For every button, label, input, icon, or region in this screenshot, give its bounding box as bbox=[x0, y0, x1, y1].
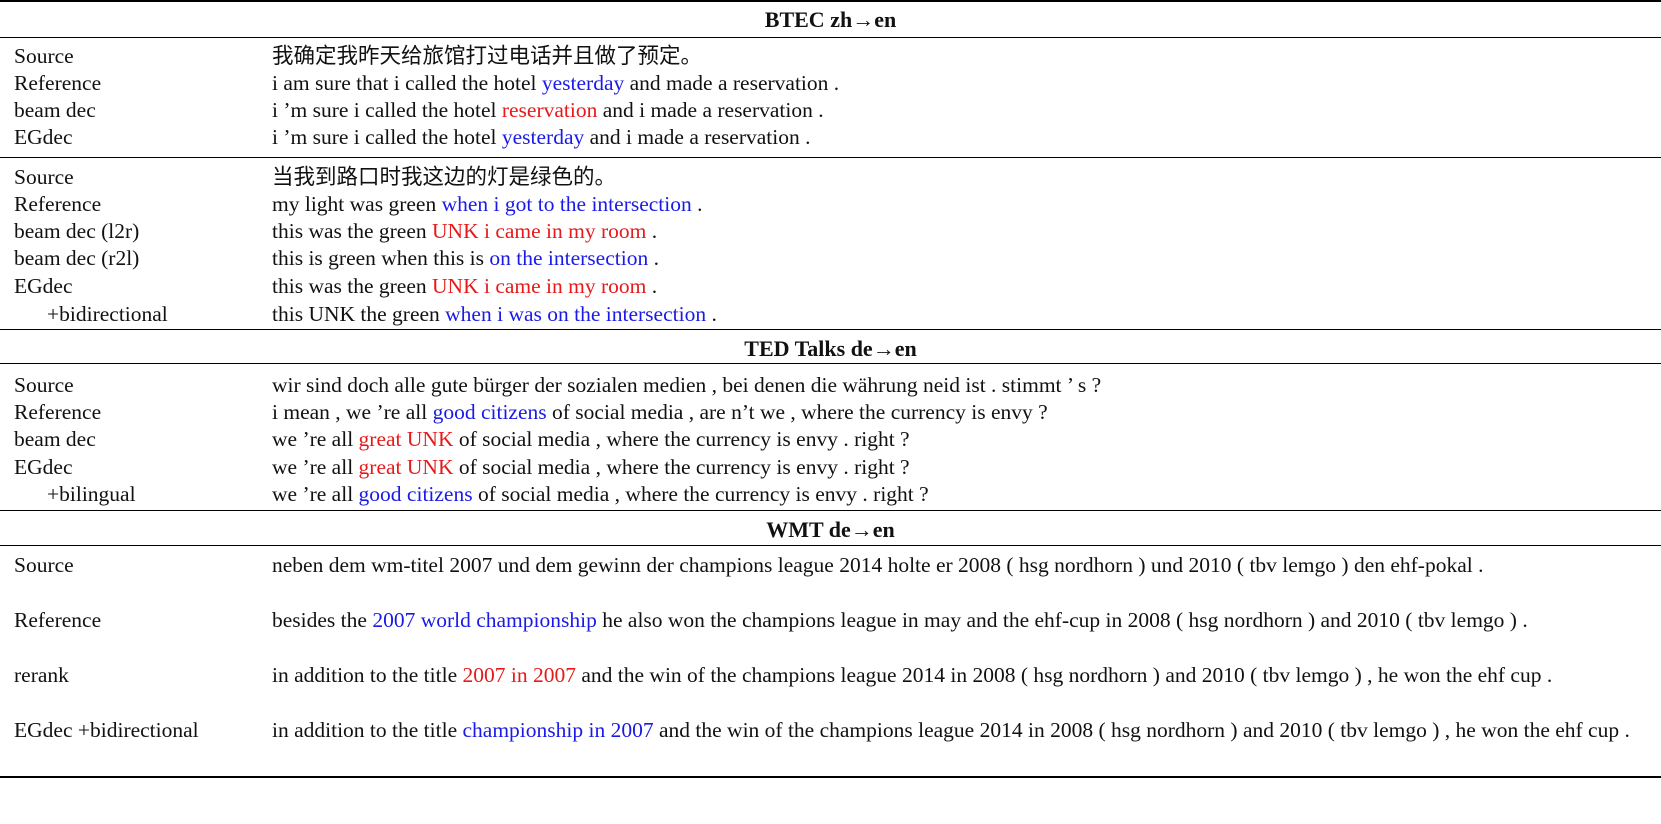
text-segment: this is green when this is bbox=[272, 246, 490, 270]
row-label: Source bbox=[14, 44, 74, 68]
text-segment: besides the bbox=[272, 608, 373, 632]
row-label: Reference bbox=[14, 71, 102, 95]
highlight-correct: yesterday bbox=[541, 71, 625, 95]
row-label: Reference bbox=[14, 400, 102, 424]
highlight-error: UNK i came in my room bbox=[432, 274, 647, 298]
row-label: EGdec bbox=[14, 455, 73, 479]
text-segment: . bbox=[691, 192, 703, 216]
text-segment: this UNK the green bbox=[272, 302, 446, 326]
highlight-correct: yesterday bbox=[501, 125, 585, 149]
text-segment: 我确定我昨天给旅馆打过电话并且做了预定。 bbox=[272, 44, 703, 68]
row-label: beam dec (r2l) bbox=[14, 246, 140, 270]
text-segment: . bbox=[706, 302, 717, 326]
text-segment: we ’re all bbox=[272, 455, 359, 479]
row-label: Source bbox=[14, 553, 74, 577]
row-label: +bidirectional bbox=[47, 302, 168, 326]
text-segment: he also won the champions league in may … bbox=[596, 608, 1528, 632]
text-segment: . bbox=[646, 274, 658, 298]
text-segment: we ’re all bbox=[272, 427, 359, 451]
row-label: Reference bbox=[14, 608, 102, 632]
text-segment: i mean , we ’re all bbox=[272, 400, 433, 424]
table-rule bbox=[0, 37, 1661, 38]
table-rule bbox=[0, 0, 1661, 2]
text-segment: i am sure that i called the hotel bbox=[272, 71, 542, 95]
row-label: Reference bbox=[14, 192, 102, 216]
text-segment: . bbox=[648, 246, 659, 270]
row-text: in addition to the title 2007 in 2007 an… bbox=[272, 661, 1648, 690]
row-label: beam dec (l2r) bbox=[14, 219, 140, 243]
text-segment: my light was green bbox=[272, 192, 442, 216]
text-segment: wir sind doch alle gute bürger der sozia… bbox=[272, 373, 1102, 397]
highlight-error: great UNK bbox=[358, 455, 454, 479]
text-segment: 当我到路口时我这边的灯是绿色的。 bbox=[272, 165, 617, 189]
row-text: this is green when this is on the inters… bbox=[272, 244, 1648, 273]
row-text: i mean , we ’re all good citizens of soc… bbox=[272, 398, 1648, 427]
row-label: Source bbox=[14, 165, 74, 189]
table-rule bbox=[0, 776, 1661, 778]
text-segment: we ’re all bbox=[272, 482, 359, 506]
row-text: my light was green when i got to the int… bbox=[272, 190, 1648, 219]
row-text: 当我到路口时我这边的灯是绿色的。 bbox=[272, 163, 1648, 192]
row-text: i ’m sure i called the hotel reservation… bbox=[272, 96, 1648, 125]
highlight-error: reservation bbox=[501, 98, 598, 122]
row-text: this UNK the green when i was on the int… bbox=[272, 300, 1648, 329]
section-title: WMT de→en bbox=[766, 517, 895, 542]
text-segment: in addition to the title bbox=[272, 663, 463, 687]
row-text: in addition to the title championship in… bbox=[272, 716, 1648, 745]
section-title: TED Talks de→en bbox=[744, 336, 917, 361]
text-segment: and the win of the champions league 2014… bbox=[575, 663, 1553, 687]
text-segment: neben dem wm-titel 2007 und dem gewinn d… bbox=[272, 553, 1484, 577]
table-rule bbox=[0, 363, 1661, 364]
text-segment: of social media , where the currency is … bbox=[453, 455, 910, 479]
highlight-error: great UNK bbox=[358, 427, 454, 451]
row-text: this was the green UNK i came in my room… bbox=[272, 272, 1648, 301]
table-rule bbox=[0, 329, 1661, 330]
row-text: we ’re all great UNK of social media , w… bbox=[272, 425, 1648, 454]
text-segment: i ’m sure i called the hotel bbox=[272, 98, 502, 122]
text-segment: of social media , are n’t we , where the… bbox=[546, 400, 1048, 424]
text-segment: this was the green bbox=[272, 274, 433, 298]
row-text: besides the 2007 world championship he a… bbox=[272, 606, 1648, 635]
section-title: BTEC zh→en bbox=[764, 7, 897, 32]
highlight-correct: on the intersection bbox=[489, 246, 649, 270]
text-segment: . bbox=[646, 219, 658, 243]
highlight-correct: good citizens bbox=[432, 400, 547, 424]
row-text: i am sure that i called the hotel yester… bbox=[272, 69, 1648, 98]
row-text: neben dem wm-titel 2007 und dem gewinn d… bbox=[272, 551, 1648, 580]
row-label: rerank bbox=[14, 663, 69, 687]
row-text: we ’re all good citizens of social media… bbox=[272, 480, 1648, 509]
text-segment: this was the green bbox=[272, 219, 433, 243]
text-segment: i ’m sure i called the hotel bbox=[272, 125, 502, 149]
row-label: EGdec +bidirectional bbox=[14, 718, 199, 742]
row-text: this was the green UNK i came in my room… bbox=[272, 217, 1648, 246]
text-segment: and the win of the champions league 2014… bbox=[653, 718, 1630, 742]
row-label: EGdec bbox=[14, 274, 73, 298]
row-text: i ’m sure i called the hotel yesterday a… bbox=[272, 123, 1648, 152]
row-label: EGdec bbox=[14, 125, 73, 149]
row-label: beam dec bbox=[14, 427, 96, 451]
table-rule bbox=[0, 157, 1661, 158]
text-segment: and i made a reservation . bbox=[584, 125, 811, 149]
row-label: +bilingual bbox=[47, 482, 136, 506]
text-segment: and made a reservation . bbox=[624, 71, 840, 95]
highlight-correct: championship in 2007 bbox=[462, 718, 654, 742]
row-text: wir sind doch alle gute bürger der sozia… bbox=[272, 371, 1648, 400]
highlight-correct: 2007 world championship bbox=[372, 608, 597, 632]
highlight-correct: good citizens bbox=[358, 482, 473, 506]
text-segment: of social media , where the currency is … bbox=[453, 427, 910, 451]
row-label: Source bbox=[14, 373, 74, 397]
highlight-error: 2007 in 2007 bbox=[462, 663, 576, 687]
highlight-error: UNK i came in my room bbox=[432, 219, 647, 243]
row-label: beam dec bbox=[14, 98, 96, 122]
row-text: we ’re all great UNK of social media , w… bbox=[272, 453, 1648, 482]
table-rule bbox=[0, 510, 1661, 511]
highlight-correct: when i got to the intersection bbox=[441, 192, 692, 216]
text-segment: in addition to the title bbox=[272, 718, 463, 742]
table-rule bbox=[0, 545, 1661, 546]
text-segment: and i made a reservation . bbox=[597, 98, 824, 122]
highlight-correct: when i was on the intersection bbox=[445, 302, 707, 326]
text-segment: of social media , where the currency is … bbox=[472, 482, 929, 506]
row-text: 我确定我昨天给旅馆打过电话并且做了预定。 bbox=[272, 42, 1648, 71]
